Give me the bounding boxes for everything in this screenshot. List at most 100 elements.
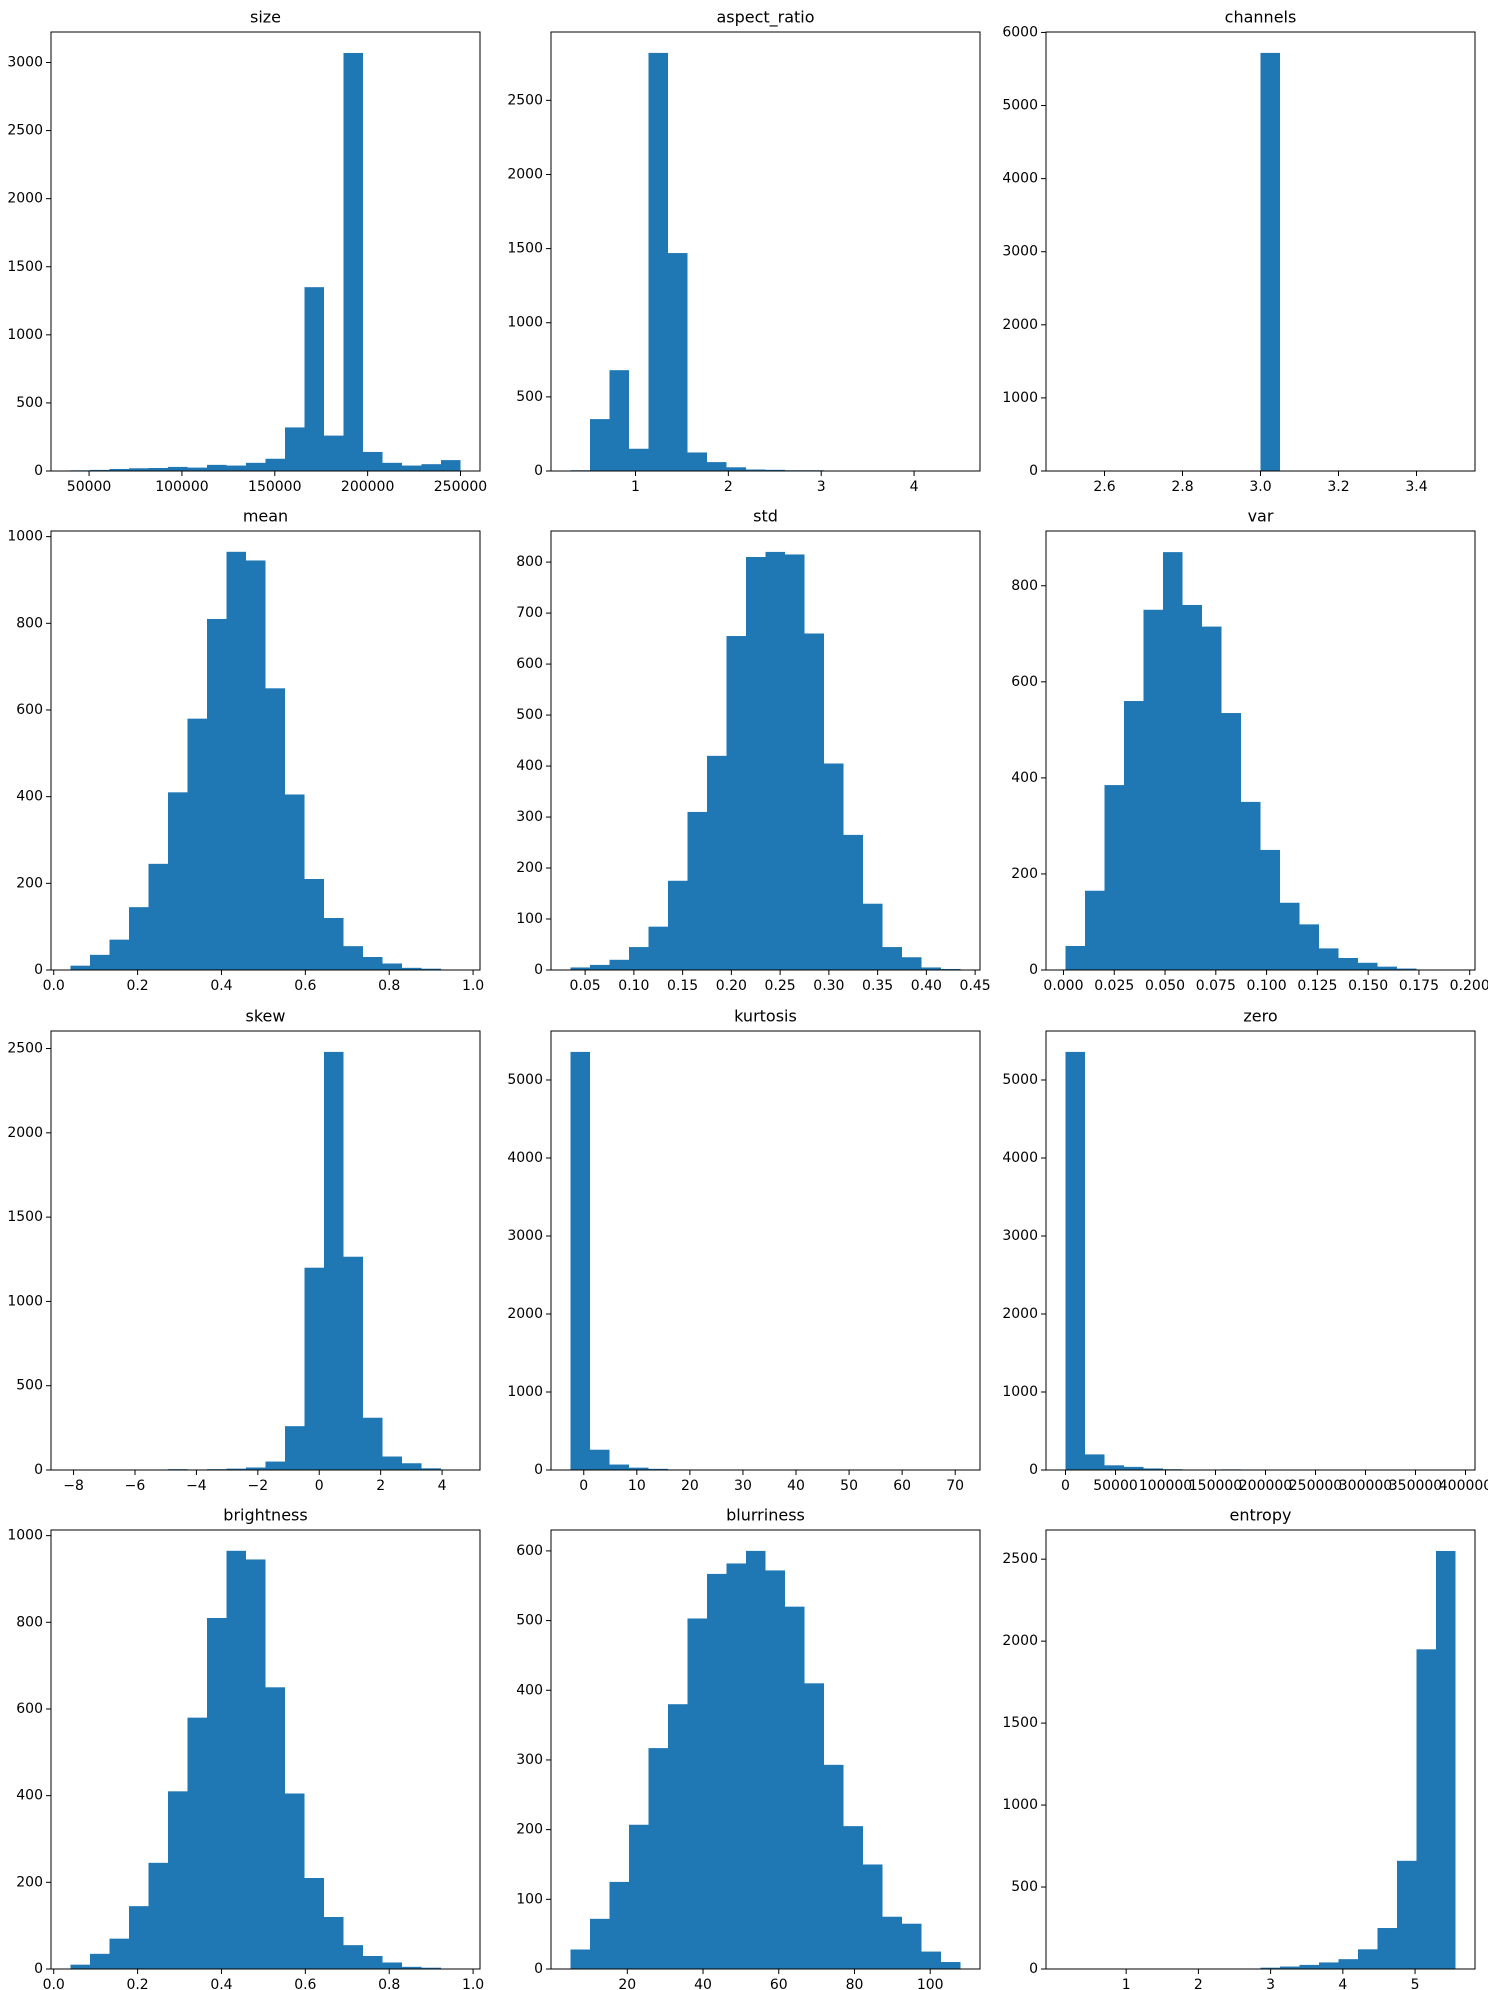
bar [207, 1617, 227, 1969]
x-tick-label: 0.125 [1297, 978, 1337, 994]
bar [109, 468, 129, 471]
x-tick-label: 0.30 [813, 978, 844, 994]
bar [343, 1945, 363, 1969]
y-tick-label: 3000 [7, 55, 43, 71]
bar [687, 1618, 707, 1969]
bar [246, 462, 266, 471]
x-tick-label: 0.8 [378, 1977, 400, 1990]
y-tick-label: 600 [516, 1543, 543, 1559]
bar [590, 1918, 610, 1969]
bar [148, 1862, 168, 1969]
x-tick-label: 350000 [1389, 1478, 1442, 1494]
bar [402, 1463, 422, 1470]
y-tick-label: 200 [516, 860, 543, 876]
y-tick-label: 800 [1011, 578, 1038, 594]
bar [109, 939, 129, 970]
y-tick-label: 4000 [1002, 171, 1038, 187]
subplot-title: aspect_ratio [716, 8, 814, 28]
axes-frame [550, 530, 981, 971]
bar [1436, 1550, 1456, 1969]
bar [402, 967, 422, 970]
bar [1338, 1959, 1358, 1969]
x-tick-label: 3.0 [1249, 479, 1271, 495]
subplot: aspect_ratio 1 2 3 4 0 500 1000 1500 2000 2500 [507, 8, 981, 495]
bar [148, 863, 168, 970]
subplot: skew −8 −6 −4 −2 0 2 4 0 500 1000 1500 2000 2500 [7, 1007, 481, 1494]
x-tick-label: 0.45 [960, 978, 991, 994]
y-tick-label: 400 [16, 1788, 43, 1804]
bar [363, 1955, 383, 1969]
bar [609, 1881, 629, 1969]
x-tick-label: 0.000 [1043, 978, 1083, 994]
bar [421, 968, 441, 970]
y-tick-label: 1500 [1002, 1715, 1038, 1731]
bar [70, 1964, 90, 1969]
bar [629, 448, 649, 471]
y-tick-label: 100 [516, 911, 543, 927]
y-tick-label: 3000 [1002, 244, 1038, 260]
bar [304, 1877, 324, 1969]
x-tick-label: 3.2 [1327, 479, 1349, 495]
y-tick-label: 1000 [7, 327, 43, 343]
bar [609, 370, 629, 471]
y-tick-label: 0 [534, 1462, 543, 1478]
y-tick-label: 2500 [7, 123, 43, 139]
bar [1319, 1962, 1339, 1969]
x-tick-label: 100000 [155, 479, 208, 495]
y-tick-label: 500 [16, 395, 43, 411]
bar [246, 1559, 266, 1969]
x-tick-label: 70 [946, 1478, 964, 1494]
y-tick-label: 1000 [7, 1293, 43, 1309]
bar [921, 1951, 941, 1969]
bar [609, 959, 629, 970]
bar [1065, 1051, 1085, 1470]
bar [402, 465, 422, 471]
bar [148, 468, 168, 471]
bar [824, 763, 844, 970]
bar [921, 967, 941, 970]
subplot-title: skew [246, 1007, 286, 1026]
bar [726, 1563, 746, 1969]
x-tick-label: 200000 [341, 479, 394, 495]
axes-frame [550, 1529, 981, 1970]
y-tick-label: 1500 [7, 259, 43, 275]
bar [1182, 604, 1202, 970]
axes-frame [50, 31, 481, 472]
bar [1358, 1949, 1378, 1969]
x-tick-label: 40 [694, 1977, 712, 1990]
x-tick-label: 0.175 [1399, 978, 1439, 994]
x-tick-label: 30 [734, 1478, 752, 1494]
bar [707, 755, 727, 970]
bar [648, 1468, 668, 1470]
bar [363, 451, 383, 471]
x-tick-label: 2.8 [1171, 479, 1193, 495]
subplot-title: mean [243, 507, 288, 526]
bar [285, 427, 305, 471]
y-tick-label: 2000 [7, 191, 43, 207]
x-tick-label: 50 [840, 1478, 858, 1494]
x-tick-label: 400000 [1439, 1478, 1488, 1494]
x-tick-label: 3.4 [1405, 479, 1427, 495]
bar [1260, 52, 1280, 472]
bar [804, 1683, 824, 1969]
bar [726, 467, 746, 471]
y-tick-label: 500 [516, 707, 543, 723]
bar [265, 1461, 285, 1470]
bar [382, 963, 402, 970]
bar [785, 554, 805, 970]
bar [70, 965, 90, 970]
x-tick-label: −4 [186, 1478, 207, 1494]
bar [1397, 968, 1417, 970]
bar [324, 1916, 344, 1969]
subplot: channels 2.6 2.8 3.0 3.2 3.4 0 1000 2000 3000 4000… [1002, 8, 1476, 495]
subplot: entropy 1 2 3 4 5 0 500 1000 1500 2000 2500 [1002, 1506, 1476, 1990]
bar [687, 452, 707, 471]
y-tick-label: 4000 [1002, 1150, 1038, 1166]
y-tick-label: 800 [16, 615, 43, 631]
bar [1104, 785, 1124, 970]
y-tick-label: 0 [1029, 463, 1038, 479]
bar [1299, 1964, 1319, 1969]
x-tick-label: 2.6 [1093, 479, 1115, 495]
bar [590, 964, 610, 970]
